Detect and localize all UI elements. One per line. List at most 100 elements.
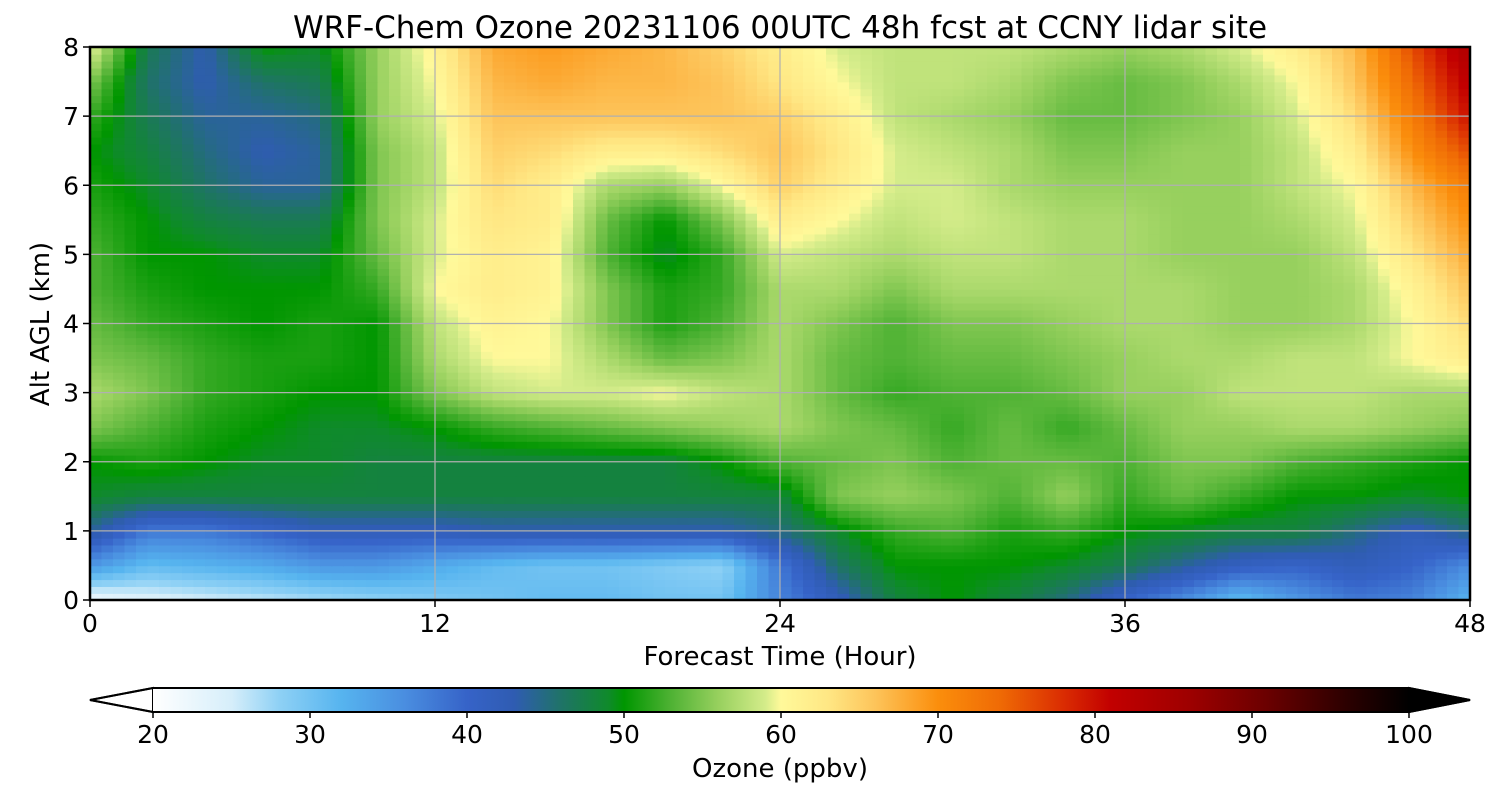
heat-cell xyxy=(159,510,172,518)
heat-cell xyxy=(964,482,977,491)
heat-cell xyxy=(780,344,793,352)
heat-cell xyxy=(458,351,471,359)
heat-cell xyxy=(1228,468,1241,477)
heat-cell xyxy=(688,579,701,587)
heat-cell xyxy=(883,593,896,600)
heat-cell xyxy=(1355,420,1368,428)
heat-cell xyxy=(1320,447,1333,456)
heat-cell xyxy=(136,551,149,560)
heat-cell xyxy=(826,551,839,560)
heat-cell xyxy=(688,434,701,442)
heat-cell xyxy=(1136,323,1149,332)
heat-cell xyxy=(1378,371,1391,380)
heat-cell xyxy=(872,454,885,463)
heat-cell xyxy=(239,510,252,518)
heat-cell xyxy=(1056,330,1069,339)
heat-cell xyxy=(642,558,655,567)
heat-cell xyxy=(435,503,448,511)
heat-cell xyxy=(527,572,540,581)
heat-cell xyxy=(1033,510,1046,518)
heat-cell xyxy=(423,344,436,352)
heat-cell xyxy=(757,517,770,525)
heat-cell xyxy=(343,475,356,484)
heat-cell xyxy=(619,489,632,498)
heat-cell xyxy=(182,434,195,442)
heat-cell xyxy=(1251,364,1264,373)
heat-cell xyxy=(308,558,321,567)
heat-cell xyxy=(929,551,942,560)
heat-cell xyxy=(550,544,563,553)
heat-cell xyxy=(837,517,850,525)
heat-cell xyxy=(285,302,298,311)
heat-cell xyxy=(136,544,149,553)
heat-cell xyxy=(1171,593,1184,600)
heat-cell xyxy=(446,302,459,311)
heat-cell xyxy=(653,523,666,532)
heat-cell xyxy=(642,330,655,339)
heat-cell xyxy=(285,295,298,304)
heat-cell xyxy=(1240,537,1253,546)
heat-cell xyxy=(1125,371,1138,380)
heat-cell xyxy=(1309,579,1322,587)
heat-cell xyxy=(1194,544,1207,553)
heat-cell xyxy=(423,468,436,477)
heat-cell xyxy=(1113,385,1126,394)
heat-cell xyxy=(918,406,931,415)
heat-cell xyxy=(860,427,873,435)
heat-cell xyxy=(745,461,758,470)
heat-cell xyxy=(699,544,712,553)
heat-cell xyxy=(849,447,862,456)
heat-cell xyxy=(803,593,816,600)
heat-cell xyxy=(446,496,459,505)
heat-cell xyxy=(136,475,149,484)
heat-cell xyxy=(1447,496,1460,505)
heat-cell xyxy=(630,364,643,373)
heat-cell xyxy=(251,295,264,304)
heat-cell xyxy=(147,537,160,546)
heat-cell xyxy=(435,510,448,518)
heat-cell xyxy=(1274,482,1287,491)
heat-cell xyxy=(308,503,321,511)
heat-cell xyxy=(975,523,988,532)
heat-cell xyxy=(1366,413,1379,422)
heat-cell xyxy=(389,420,402,428)
heat-cell xyxy=(1251,461,1264,470)
heat-cell xyxy=(1366,530,1379,539)
heat-cell xyxy=(665,579,678,587)
heat-cell xyxy=(1205,406,1218,415)
heat-cell xyxy=(377,517,390,525)
heat-cell xyxy=(1228,378,1241,387)
heat-cell xyxy=(331,392,344,401)
heat-cell xyxy=(1113,475,1126,484)
heat-cell xyxy=(1136,482,1149,491)
heat-cell xyxy=(354,544,367,553)
heat-cell xyxy=(711,337,724,346)
heat-cell xyxy=(262,406,275,415)
heat-cell xyxy=(619,523,632,532)
heat-cell xyxy=(446,489,459,498)
heat-cell xyxy=(757,323,770,332)
heat-cell xyxy=(1320,441,1333,449)
heat-cell xyxy=(987,593,1000,600)
heat-cell xyxy=(964,530,977,539)
heat-cell xyxy=(734,385,747,394)
heat-cell xyxy=(814,420,827,428)
heat-cell xyxy=(711,441,724,449)
heat-cell xyxy=(964,330,977,339)
heat-cell xyxy=(607,399,620,408)
heat-cell xyxy=(860,517,873,525)
heat-cell xyxy=(1136,468,1149,477)
heat-cell xyxy=(366,344,379,352)
heat-cell xyxy=(1205,344,1218,352)
heat-cell xyxy=(584,579,597,587)
heat-cell xyxy=(1228,496,1241,505)
heat-cell xyxy=(745,572,758,581)
heat-cell xyxy=(538,454,551,463)
heat-cell xyxy=(90,572,103,581)
heat-cell xyxy=(262,288,275,297)
heat-cell xyxy=(159,551,172,560)
heat-cell xyxy=(400,537,413,546)
heat-cell xyxy=(688,593,701,600)
heat-cell xyxy=(400,565,413,574)
heat-cell xyxy=(182,364,195,373)
